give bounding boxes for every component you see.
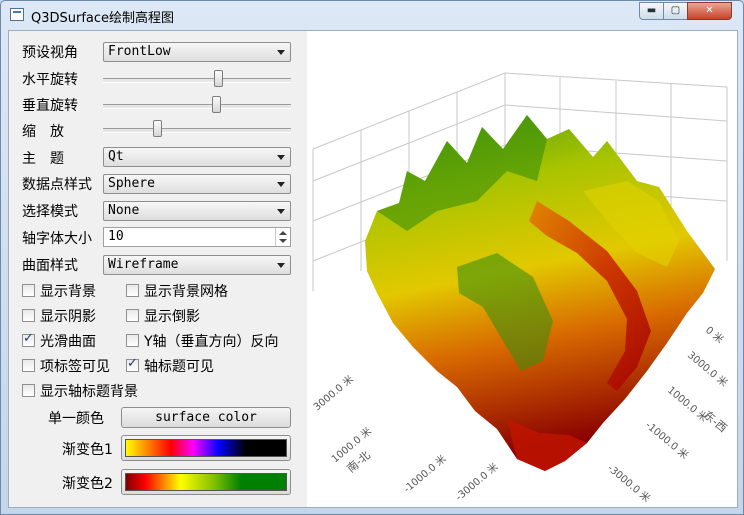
font-size-label: 轴字体大小 — [22, 231, 92, 247]
item-label-checkbox[interactable] — [22, 359, 35, 372]
show-reflection-label: 显示倒影 — [144, 309, 200, 325]
maximize-button[interactable]: ▢ — [663, 2, 688, 20]
close-button[interactable]: ✕ — [687, 2, 732, 20]
spin-down-icon[interactable] — [279, 239, 287, 243]
gradient1-swatch — [125, 439, 287, 457]
show-shadow-label: 显示阴影 — [40, 309, 96, 325]
app-icon — [10, 8, 24, 21]
single-color-label: 单一颜色 — [48, 411, 104, 427]
gradient2-button[interactable] — [121, 469, 291, 495]
item-label-label: 项标签可见 — [40, 359, 110, 375]
show-reflection-checkbox[interactable] — [126, 309, 139, 322]
preset-value: FrontLow — [108, 44, 171, 59]
right-tick-3: -3000.0 米 — [605, 461, 653, 504]
slider-groove — [103, 78, 291, 83]
y-reverse-checkbox[interactable] — [126, 334, 139, 347]
select-mode-label: 选择模式 — [22, 204, 78, 220]
hrot-handle[interactable] — [214, 70, 223, 87]
show-grid-label: 显示背景网格 — [144, 284, 228, 300]
axis-title-label: 轴标题可见 — [144, 359, 214, 375]
window-title: Q3DSurface绘制高程图 — [31, 11, 175, 26]
point-style-combo[interactable]: Sphere — [103, 174, 291, 194]
left-tick-2: -1000.0 米 — [401, 452, 449, 495]
chevron-down-icon — [277, 209, 285, 214]
show-background-checkbox[interactable] — [22, 284, 35, 297]
select-mode-combo[interactable]: None — [103, 201, 291, 221]
title-bar: Q3DSurface绘制高程图 ▬ ▢ ✕ — [1, 1, 743, 30]
minimize-button[interactable]: ▬ — [639, 2, 664, 20]
select-mode-value: None — [108, 203, 140, 218]
hrot-slider[interactable] — [103, 69, 291, 89]
zoom-label: 缩 放 — [22, 124, 64, 140]
terrain-surface — [365, 115, 715, 471]
show-shadow-checkbox[interactable] — [22, 309, 35, 322]
gradient2-label: 渐变色2 — [62, 476, 113, 492]
axis-title-bg-checkbox[interactable] — [22, 384, 35, 397]
chevron-down-icon — [277, 50, 285, 55]
chevron-down-icon — [277, 155, 285, 160]
preset-label: 预设视角 — [22, 45, 78, 61]
font-size-spinbox[interactable]: 10 — [103, 227, 291, 247]
right-axis-title: 东-西 — [701, 408, 729, 435]
y-reverse-label: Y轴（垂直方向）反向 — [144, 334, 279, 350]
chevron-down-icon — [277, 182, 285, 187]
surface-plot-svg: 3000.0 米 1000.0 米 -1000.0 米 -3000.0 米 南-… — [311, 72, 730, 505]
surface-color-button[interactable]: surface color — [121, 407, 291, 428]
surface-style-combo[interactable]: Wireframe — [103, 255, 291, 275]
vrot-slider[interactable] — [103, 95, 291, 115]
axis-title-checkbox[interactable] — [126, 356, 139, 372]
right-tick-top: 0 米 — [703, 323, 726, 346]
slider-groove — [103, 128, 291, 133]
client-area: 预设视角 FrontLow 水平旋转 垂直旋转 缩 放 主 题 Qt 数据点样式… — [8, 30, 738, 508]
gradient1-button[interactable] — [121, 435, 291, 461]
smooth-surface-checkbox[interactable] — [22, 331, 35, 347]
surface-style-label: 曲面样式 — [22, 258, 78, 274]
chevron-down-icon — [277, 263, 285, 268]
surface-plot-view[interactable]: 3000.0 米 1000.0 米 -1000.0 米 -3000.0 米 南-… — [307, 31, 737, 507]
hrot-label: 水平旋转 — [22, 72, 78, 88]
font-size-value: 10 — [108, 229, 124, 244]
vrot-handle[interactable] — [212, 96, 221, 113]
theme-label: 主 题 — [22, 151, 64, 167]
gradient1-label: 渐变色1 — [62, 442, 113, 458]
theme-combo[interactable]: Qt — [103, 147, 291, 167]
smooth-surface-label: 光滑曲面 — [40, 334, 96, 350]
slider-groove — [103, 104, 291, 109]
show-grid-checkbox[interactable] — [126, 284, 139, 297]
right-tick-0: 3000.0 米 — [685, 348, 730, 389]
spin-buttons — [275, 228, 290, 246]
show-background-label: 显示背景 — [40, 284, 96, 300]
theme-value: Qt — [108, 149, 124, 164]
point-style-label: 数据点样式 — [22, 177, 92, 193]
surface-style-value: Wireframe — [108, 257, 179, 272]
gradient2-swatch — [125, 473, 287, 491]
axis-title-bg-label: 显示轴标题背景 — [40, 384, 138, 400]
zoom-slider[interactable] — [103, 119, 291, 139]
vrot-label: 垂直旋转 — [22, 98, 78, 114]
preset-combo[interactable]: FrontLow — [103, 42, 291, 62]
right-tick-2: -1000.0 米 — [643, 418, 691, 461]
left-tick-3: -3000.0 米 — [453, 460, 501, 503]
spin-up-icon[interactable] — [279, 231, 287, 235]
point-style-value: Sphere — [108, 176, 155, 191]
left-tick-0: 3000.0 米 — [311, 372, 356, 413]
zoom-handle[interactable] — [153, 120, 162, 137]
